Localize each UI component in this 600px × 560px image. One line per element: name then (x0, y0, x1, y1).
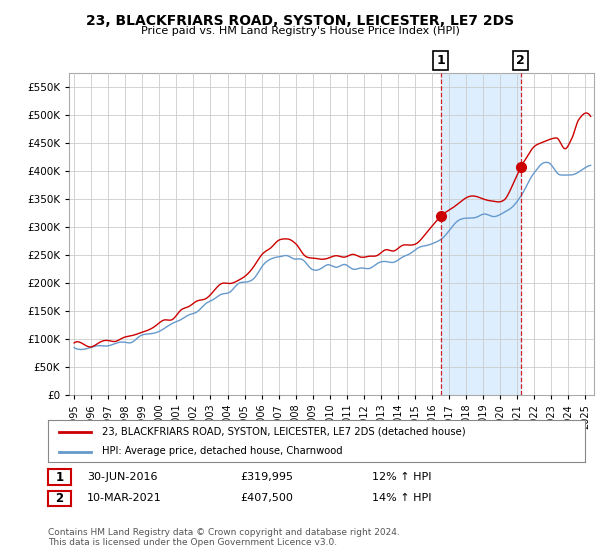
Text: 14% ↑ HPI: 14% ↑ HPI (372, 493, 431, 503)
Text: £319,995: £319,995 (240, 472, 293, 482)
Text: 1: 1 (55, 470, 64, 484)
Text: 23, BLACKFRIARS ROAD, SYSTON, LEICESTER, LE7 2DS (detached house): 23, BLACKFRIARS ROAD, SYSTON, LEICESTER,… (102, 427, 466, 437)
Bar (440, 73, 521, 395)
Text: Contains HM Land Registry data © Crown copyright and database right 2024.
This d: Contains HM Land Registry data © Crown c… (48, 528, 400, 547)
Text: Price paid vs. HM Land Registry's House Price Index (HPI): Price paid vs. HM Land Registry's House … (140, 26, 460, 36)
Text: £407,500: £407,500 (240, 493, 293, 503)
Text: HPI: Average price, detached house, Charnwood: HPI: Average price, detached house, Char… (102, 446, 343, 456)
Text: 10-MAR-2021: 10-MAR-2021 (87, 493, 162, 503)
Text: 12% ↑ HPI: 12% ↑ HPI (372, 472, 431, 482)
Text: 2: 2 (517, 54, 525, 67)
Text: 30-JUN-2016: 30-JUN-2016 (87, 472, 157, 482)
Text: 23, BLACKFRIARS ROAD, SYSTON, LEICESTER, LE7 2DS: 23, BLACKFRIARS ROAD, SYSTON, LEICESTER,… (86, 14, 514, 28)
Text: 1: 1 (436, 54, 445, 67)
Text: 2: 2 (55, 492, 64, 505)
